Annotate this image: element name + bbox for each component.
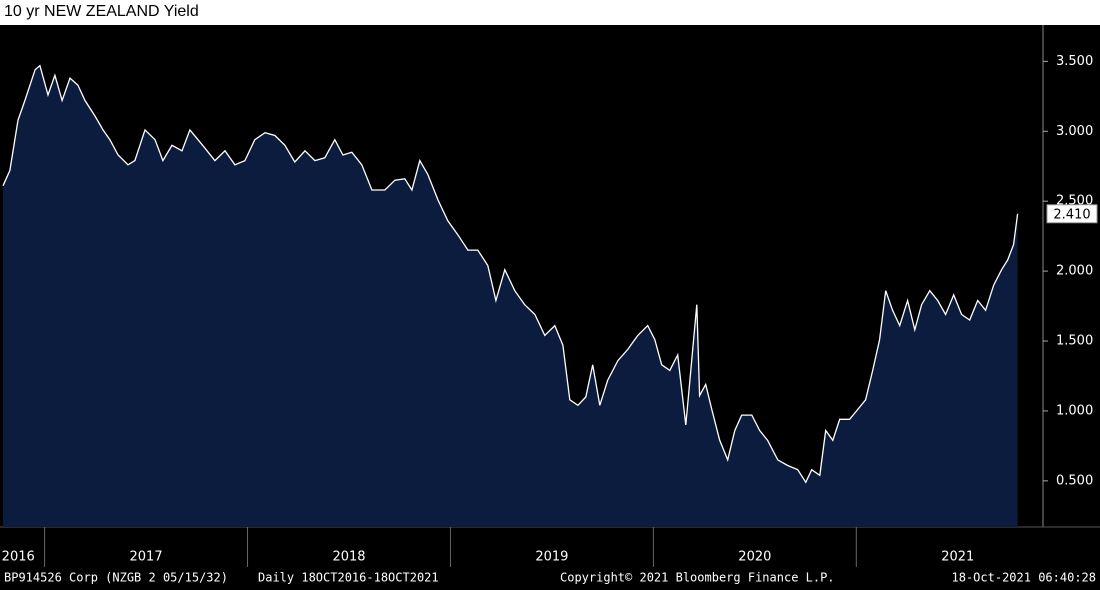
x-tick-label: 2017 [130,550,163,565]
x-tick-label: 2018 [332,550,365,565]
y-tick-label: 1.000 [1056,403,1093,418]
y-tick-label: 0.500 [1056,473,1093,488]
area-fill [3,65,1018,527]
x-tick-label: 2019 [535,550,568,565]
title-bar [0,0,1100,25]
x-tick-label: 2021 [941,550,974,565]
y-tick-label: 2.000 [1056,264,1093,279]
last-price-box [1046,204,1098,224]
y-tick-label: 3.500 [1056,54,1093,69]
x-tick-label: 2016 [2,550,35,565]
x-tick-label: 2020 [738,550,771,565]
footer-copyright: Copyright© 2021 Bloomberg Finance L.P. [560,571,835,585]
footer-security: BP914526 Corp (NZGB 2 05/15/32) [4,571,228,585]
y-tick-label: 3.000 [1056,124,1093,139]
footer-timestamp: 18-Oct-2021 06:40:28 [952,571,1097,585]
footer-range: Daily 18OCT2016-18OCT2021 [258,571,439,585]
y-tick-label: 1.500 [1056,334,1093,349]
yield-line [2,64,1019,484]
last-price-label: 2.410 [1053,207,1090,222]
chart-title: 10 yr NEW ZEALAND Yield [4,3,199,20]
